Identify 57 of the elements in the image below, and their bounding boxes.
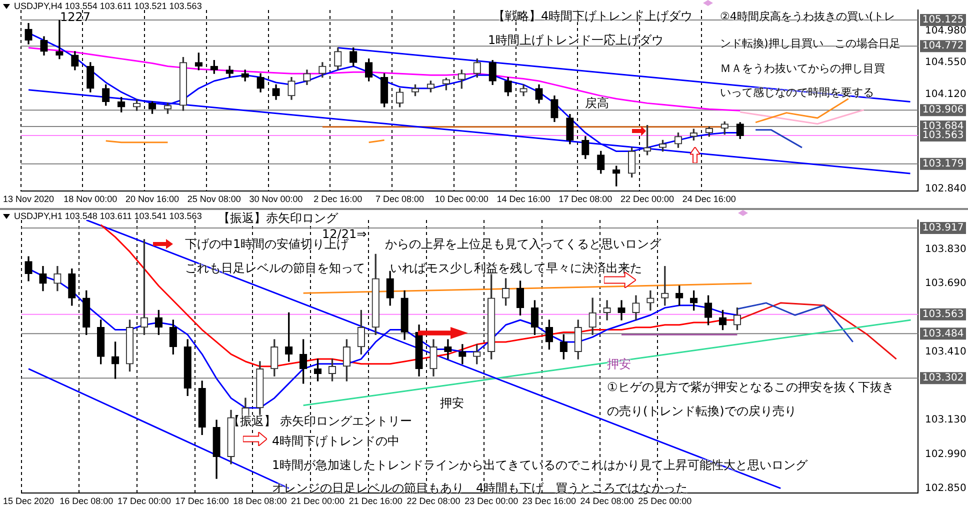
y-tick-label: 104.120 <box>925 88 966 100</box>
x-tick-label: 18 Dec 08:00 <box>233 496 287 506</box>
y-tick-label: 102.990 <box>925 448 966 460</box>
ref-line-label: 105.125 <box>922 14 964 26</box>
chart-title: USDJPY,H1 103.548 103.611 103.541 103.563 <box>14 211 202 222</box>
x-tick-label: 20 Nov 16:00 <box>126 194 180 204</box>
ref-line-label: 103.484 <box>922 328 964 340</box>
annotation: 押安 <box>440 396 464 410</box>
x-tick-label: 14 Dec 16:00 <box>496 194 550 204</box>
y-tick-label: 103.410 <box>925 346 966 358</box>
y-tick-label: 103.830 <box>925 244 966 255</box>
annotation: 12/21⇒ <box>322 227 367 241</box>
annotation: の売り(トレンド転換)での戻り売り <box>607 404 796 418</box>
x-tick-label: 18 Nov 00:00 <box>64 194 118 204</box>
annotation: 【振返】赤矢印ロング <box>218 211 338 225</box>
x-tick-label: 21 Dec 16:00 <box>348 496 402 506</box>
annotation: 戻高 <box>585 96 609 110</box>
x-tick-label: 17 Dec 16:00 <box>175 496 229 506</box>
x-tick-label: 21 Dec 00:00 <box>291 496 345 506</box>
ref-line-label: 103.179 <box>922 158 964 170</box>
annotation: ①ヒゲの見方で紫が押安となるこの押安を抜く下抜き <box>607 380 894 394</box>
x-tick-label: 2 Dec 16:00 <box>314 194 362 204</box>
x-tick-label: 24 Dec 08:00 <box>580 496 634 506</box>
annotation: 【戦略】4時間下げトレンド上げダウ <box>493 9 693 23</box>
ref-line-label: 103.906 <box>922 104 964 116</box>
annotation: ＭＡをうわ抜いてからの押し目買 <box>720 62 885 76</box>
x-tick-label: 25 Nov 08:00 <box>187 194 241 204</box>
x-tick-label: 23 Dec 16:00 <box>522 496 576 506</box>
x-tick-label: 16 Dec 08:00 <box>60 496 114 506</box>
y-tick-label: 102.840 <box>925 184 966 195</box>
x-tick-label: 30 Nov 00:00 <box>249 194 303 204</box>
x-tick-label: 24 Dec 16:00 <box>682 194 736 204</box>
x-tick-label: 10 Dec 00:00 <box>434 194 488 204</box>
x-tick-label: 22 Dec 08:00 <box>406 496 460 506</box>
y-tick-label: 104.980 <box>925 25 966 36</box>
chart-title: USDJPY,H4 103.554 103.611 103.521 103.563 <box>14 1 202 12</box>
annotation: ②4時間戻高をうわ抜きの買い(トレ <box>720 10 896 24</box>
x-tick-label: 13 Nov 2020 <box>2 194 54 204</box>
y-tick-label: 103.130 <box>925 414 966 426</box>
ref-line-label: 103.563 <box>922 308 964 320</box>
ref-line-label: 103.563 <box>922 130 964 142</box>
annotation: 1時間上げトレンド一応上げダウ <box>488 33 664 47</box>
ref-line-label: 104.772 <box>922 40 964 52</box>
x-tick-label: 23 Dec 00:00 <box>464 496 518 506</box>
ref-line-label: 103.917 <box>922 222 964 234</box>
x-tick-label: 17 Dec 00:00 <box>117 496 171 506</box>
x-tick-label: 25 Dec 00:00 <box>638 496 692 506</box>
y-tick-label: 104.550 <box>925 57 966 68</box>
ref-line-label: 103.302 <box>922 372 964 384</box>
x-tick-label: 17 Dec 08:00 <box>558 194 612 204</box>
y-tick-label: 103.690 <box>925 278 966 290</box>
annotation: 1227 <box>60 10 91 24</box>
annotation: ンド転換)押し目買い この場合日足 <box>720 37 900 51</box>
y-tick-label: 102.850 <box>925 482 966 494</box>
x-tick-label: 15 Dec 2020 <box>2 496 54 506</box>
x-tick-label: 7 Dec 08:00 <box>376 194 424 204</box>
x-tick-label: 22 Dec 00:00 <box>620 194 674 204</box>
